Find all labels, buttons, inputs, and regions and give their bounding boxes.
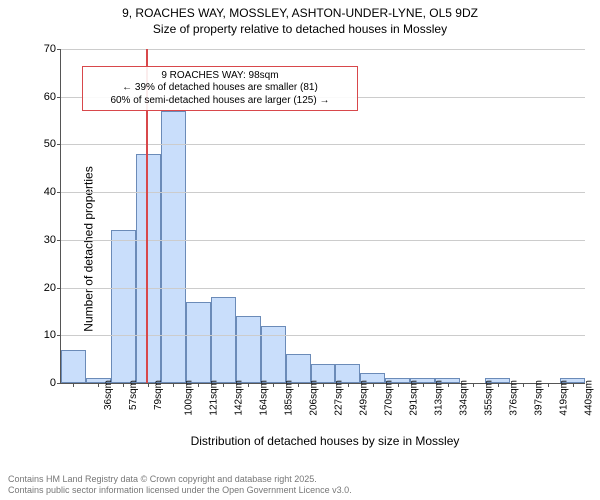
- x-tick-mark: [323, 383, 324, 387]
- histogram-bar: [161, 111, 186, 383]
- footer-line-2: Contains public sector information licen…: [8, 485, 352, 496]
- x-tick-mark: [448, 383, 449, 387]
- annotation-line: 60% of semi-detached houses are larger (…: [89, 95, 351, 108]
- x-tick-mark: [73, 383, 74, 387]
- y-gridline: [61, 288, 585, 289]
- y-tick-mark: [57, 49, 61, 50]
- y-tick-mark: [57, 97, 61, 98]
- y-gridline: [61, 144, 585, 145]
- x-tick-mark: [423, 383, 424, 387]
- x-tick-mark: [473, 383, 474, 387]
- x-tick-mark: [198, 383, 199, 387]
- y-tick-label: 40: [31, 186, 56, 198]
- x-tick-label: 227sqm: [334, 380, 345, 416]
- x-tick-label: 206sqm: [309, 380, 320, 416]
- annotation-line: 9 ROACHES WAY: 98sqm: [89, 70, 351, 83]
- y-gridline: [61, 192, 585, 193]
- y-tick-label: 50: [31, 138, 56, 150]
- x-tick-label: 313sqm: [433, 380, 444, 416]
- x-tick-label: 100sqm: [184, 380, 195, 416]
- y-tick-label: 60: [31, 91, 56, 103]
- x-tick-label: 334sqm: [458, 380, 469, 416]
- x-tick-mark: [123, 383, 124, 387]
- y-gridline: [61, 49, 585, 50]
- x-tick-label: 79sqm: [153, 380, 164, 410]
- footer-attribution: Contains HM Land Registry data © Crown c…: [8, 474, 352, 496]
- x-tick-mark: [223, 383, 224, 387]
- footer-line-1: Contains HM Land Registry data © Crown c…: [8, 474, 352, 485]
- annotation-line: ← 39% of detached houses are smaller (81…: [89, 82, 351, 95]
- y-tick-mark: [57, 335, 61, 336]
- x-tick-mark: [398, 383, 399, 387]
- y-tick-label: 20: [31, 282, 56, 294]
- x-tick-mark: [348, 383, 349, 387]
- x-tick-mark: [548, 383, 549, 387]
- x-tick-label: 291sqm: [408, 380, 419, 416]
- x-tick-mark: [148, 383, 149, 387]
- annotation-box: 9 ROACHES WAY: 98sqm← 39% of detached ho…: [82, 66, 358, 112]
- y-tick-label: 70: [31, 43, 56, 55]
- x-tick-label: 440sqm: [583, 380, 594, 416]
- histogram-bar: [186, 302, 211, 383]
- x-tick-mark: [173, 383, 174, 387]
- y-tick-label: 0: [31, 377, 56, 389]
- y-tick-mark: [57, 288, 61, 289]
- x-tick-label: 397sqm: [533, 380, 544, 416]
- x-tick-label: 270sqm: [384, 380, 395, 416]
- x-axis-label: Distribution of detached houses by size …: [60, 434, 590, 448]
- chart-title: 9, ROACHES WAY, MOSSLEY, ASHTON-UNDER-LY…: [0, 0, 600, 37]
- x-tick-mark: [573, 383, 574, 387]
- x-tick-label: 185sqm: [284, 380, 295, 416]
- y-gridline: [61, 335, 585, 336]
- x-tick-mark: [98, 383, 99, 387]
- x-tick-label: 355sqm: [483, 380, 494, 416]
- x-tick-mark: [248, 383, 249, 387]
- histogram-bar: [61, 350, 86, 383]
- histogram-bar: [286, 354, 311, 383]
- x-tick-label: 57sqm: [128, 380, 139, 410]
- title-line-1: 9, ROACHES WAY, MOSSLEY, ASHTON-UNDER-LY…: [0, 6, 600, 22]
- x-tick-mark: [298, 383, 299, 387]
- x-tick-mark: [498, 383, 499, 387]
- x-tick-label: 164sqm: [259, 380, 270, 416]
- y-gridline: [61, 240, 585, 241]
- x-tick-label: 419sqm: [558, 380, 569, 416]
- x-tick-mark: [273, 383, 274, 387]
- histogram-bar: [236, 316, 261, 383]
- y-tick-mark: [57, 240, 61, 241]
- chart-area: Number of detached properties 0102030405…: [0, 44, 600, 454]
- title-line-2: Size of property relative to detached ho…: [0, 22, 600, 38]
- plot-region: 01020304050607036sqm57sqm79sqm100sqm121s…: [60, 49, 585, 384]
- x-tick-mark: [373, 383, 374, 387]
- histogram-bar: [111, 230, 136, 383]
- y-tick-mark: [57, 383, 61, 384]
- histogram-bar: [211, 297, 236, 383]
- histogram-bar: [136, 154, 161, 383]
- y-tick-label: 10: [31, 329, 56, 341]
- x-tick-label: 121sqm: [209, 380, 220, 416]
- x-tick-label: 36sqm: [103, 380, 114, 410]
- x-tick-label: 376sqm: [508, 380, 519, 416]
- x-tick-label: 142sqm: [234, 380, 245, 416]
- y-tick-label: 30: [31, 234, 56, 246]
- y-tick-mark: [57, 144, 61, 145]
- x-tick-mark: [523, 383, 524, 387]
- x-tick-label: 249sqm: [359, 380, 370, 416]
- y-tick-mark: [57, 192, 61, 193]
